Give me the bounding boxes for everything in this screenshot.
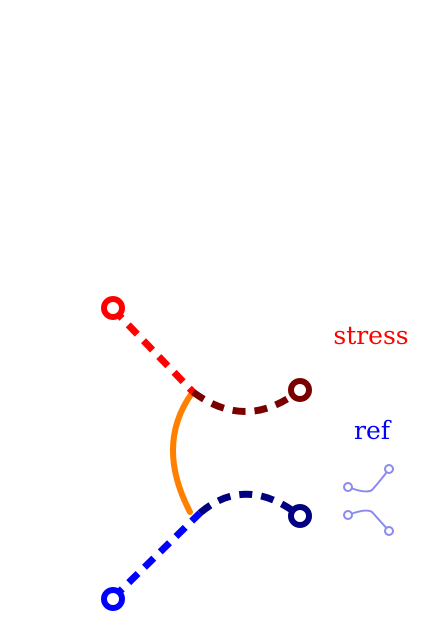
navy-dashed-curve bbox=[197, 490, 303, 519]
branch-icon bbox=[343, 464, 394, 536]
red-node bbox=[101, 296, 125, 320]
dark-red-node bbox=[288, 378, 312, 402]
ref-label: ref bbox=[354, 416, 392, 445]
red-dashed-line bbox=[110, 306, 196, 395]
blue-node bbox=[101, 587, 125, 611]
navy-node bbox=[288, 504, 312, 528]
dark-red-dashed-curve bbox=[190, 387, 303, 415]
stress-label: stress bbox=[333, 321, 408, 350]
orange-arc bbox=[170, 390, 195, 515]
blue-dashed-line bbox=[110, 510, 203, 601]
